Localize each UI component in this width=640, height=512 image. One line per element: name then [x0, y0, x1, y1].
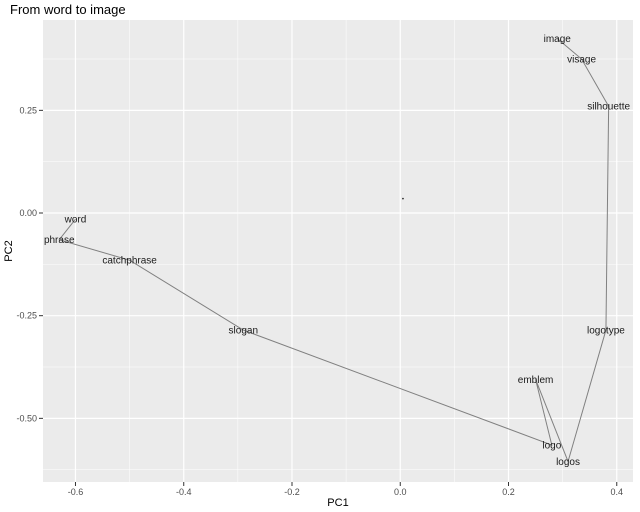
x-axis-title: PC1 — [327, 497, 348, 509]
axis-layer: -0.6 -0.4 -0.2 0.0 0.2 0.4 0.25 0.00 -0.25 -0.50 — [16, 105, 623, 497]
point-label-slogan: slogan — [229, 326, 258, 337]
x-tick-label: -0.4 — [176, 487, 192, 497]
x-tick-label: 0.2 — [502, 487, 515, 497]
trajectory-line — [58, 38, 610, 464]
plot-panel — [43, 20, 633, 482]
x-tick-label: -0.2 — [284, 487, 300, 497]
point-label-logos: logos — [556, 457, 580, 468]
x-tick-label: 0.0 — [394, 487, 407, 497]
x-tick-label: 0.4 — [611, 487, 624, 497]
path-layer — [58, 38, 610, 464]
point-label-emblem: emblem — [518, 375, 554, 386]
point-labels-layer: word phrase catchphrase slogan logo emblem log… — [44, 34, 631, 468]
point-label-logo: logo — [542, 441, 561, 452]
y-tick-label: 0.25 — [19, 105, 37, 115]
point-label-catchphrase: catchphrase — [102, 256, 157, 267]
point-label-word: word — [64, 215, 87, 226]
grid-lines — [43, 20, 633, 482]
chart-title: From word to image — [10, 2, 126, 17]
point-label-visage: visage — [567, 55, 596, 66]
point-label-silhouette: silhouette — [587, 102, 630, 113]
y-axis-title: PC2 — [3, 240, 15, 261]
point-label-image: image — [544, 34, 572, 45]
y-tick-label: 0.00 — [19, 208, 37, 218]
point-label-phrase: phrase — [44, 235, 75, 246]
point-label-logotype: logotype — [587, 326, 625, 337]
x-tick-label: -0.6 — [68, 487, 84, 497]
y-tick-label: -0.25 — [16, 311, 37, 321]
center-marker — [402, 197, 404, 200]
y-tick-label: -0.50 — [16, 413, 37, 423]
